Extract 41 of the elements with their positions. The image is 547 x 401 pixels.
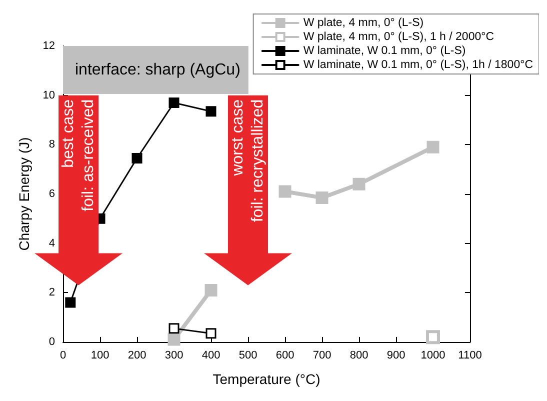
y-tick-label: 12 [42,40,55,52]
y-tick-label: 2 [48,286,55,299]
x-axis-title: Temperature (°C) [212,371,320,387]
x-tick-label: 1100 [458,350,482,362]
annotation: best case foil: as-received [60,99,98,212]
x-tick-label: 200 [128,350,146,362]
point [168,333,180,346]
legend-label: W plate, 4 mm, 0° (L-S) [303,17,424,29]
x-tick-label: 700 [312,350,332,362]
annotation: worst case foil: recrystallized [230,99,266,222]
point [65,297,76,308]
x-tick-label: 1000 [420,350,446,362]
legend-label: W plate, 4 mm, 0° (L-S), 1 h / 2000°C [303,31,494,43]
point [278,185,292,198]
y-tick-label: 0 [48,336,55,348]
y-tick-label: 4 [48,237,55,250]
x-tick-label: 100 [90,350,110,362]
y-tick-label: 10 [42,89,55,102]
point [206,106,216,117]
point [168,97,180,108]
point [168,323,180,334]
y-tick-label: 8 [48,138,55,151]
legend-label: W laminate, W 0.1 mm, 0° (L-S) [303,45,466,57]
point [204,284,218,296]
point [426,330,440,344]
y-axis-title: Charpy Energy (J) [16,137,32,251]
x-tick-label: 800 [350,350,368,362]
x-tick-label: 500 [238,350,258,362]
x-tick-label: 600 [276,350,294,362]
x-tick-label: 900 [386,350,406,362]
point [316,191,328,204]
x-tick-label: 300 [164,350,184,362]
point [206,328,216,339]
y-tick-label: 6 [48,188,55,200]
point [426,140,440,154]
x-tick-label: 400 [202,350,220,362]
point [352,178,366,190]
x-tick-label: 0 [60,350,66,362]
point [132,152,142,164]
annotation: interface: sharp (AgCu) [75,62,240,78]
legend-label: W laminate, W 0.1 mm, 0° (L-S), 1h / 1800°C [303,59,533,71]
